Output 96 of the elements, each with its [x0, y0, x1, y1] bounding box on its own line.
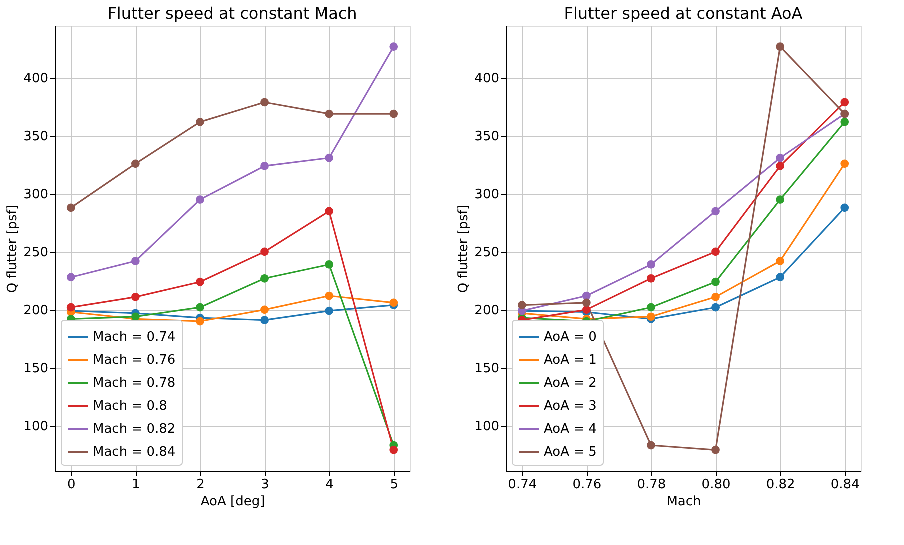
chart-title: Flutter speed at constant AoA — [564, 4, 803, 23]
y-tick-label: 300 — [24, 188, 48, 203]
legend-label: AoA = 1 — [544, 353, 597, 368]
point — [647, 303, 656, 312]
point — [196, 196, 204, 204]
y-tick-label: 200 — [24, 303, 48, 318]
point — [260, 306, 269, 314]
x-tick-label: 0.76 — [572, 478, 602, 492]
point — [390, 298, 398, 308]
point — [325, 260, 334, 269]
point — [712, 446, 720, 454]
x-tick-label: 1 — [132, 478, 140, 492]
point — [132, 257, 140, 266]
point — [712, 278, 720, 286]
legend-label: AoA = 3 — [544, 399, 597, 414]
point — [776, 273, 784, 282]
point — [260, 248, 269, 256]
x-tick-label: 3 — [261, 478, 270, 492]
point — [582, 298, 591, 308]
point — [582, 292, 591, 300]
point — [390, 110, 398, 118]
point — [196, 303, 204, 312]
point — [260, 274, 269, 283]
point — [260, 162, 269, 170]
x-axis-title: Mach — [666, 494, 702, 510]
point — [325, 154, 334, 162]
point — [518, 301, 526, 310]
point — [325, 292, 334, 300]
legend-label: AoA = 5 — [544, 445, 597, 460]
y-tick-label: 400 — [24, 72, 48, 87]
point — [647, 441, 656, 450]
x-tick-label: 0.82 — [766, 478, 796, 492]
point — [390, 446, 398, 454]
legend-label: AoA = 4 — [544, 422, 597, 437]
point — [776, 196, 784, 204]
y-axis-title: Q flutter [psf] — [456, 204, 472, 294]
point — [712, 207, 720, 216]
point — [840, 204, 850, 212]
y-tick-label: 300 — [474, 188, 500, 203]
y-tick-label: 200 — [474, 303, 500, 318]
point — [647, 312, 656, 322]
y-tick-label: 100 — [474, 419, 500, 434]
legend-label: Mach = 0.84 — [93, 445, 176, 460]
point — [132, 160, 140, 168]
y-tick-label: 150 — [24, 361, 48, 376]
legend-label: AoA = 2 — [544, 376, 597, 391]
x-tick-label: 0 — [67, 478, 76, 492]
point — [776, 162, 784, 170]
point — [66, 204, 76, 212]
legend-label: Mach = 0.76 — [93, 353, 176, 368]
legend-label: Mach = 0.82 — [93, 422, 176, 437]
point — [196, 278, 204, 286]
point — [840, 118, 850, 126]
point — [196, 317, 204, 326]
point — [647, 274, 656, 283]
y-tick-label: 350 — [24, 130, 48, 145]
point — [582, 306, 591, 314]
x-tick-label: 4 — [326, 478, 334, 492]
x-tick-label: 0.78 — [637, 478, 666, 492]
y-tick-label: 250 — [24, 245, 48, 260]
x-tick-label: 0.80 — [702, 478, 731, 492]
legend-label: Mach = 0.74 — [93, 330, 176, 345]
x-tick-label: 0.84 — [830, 478, 860, 492]
x-tick-label: 5 — [390, 478, 399, 492]
point — [132, 292, 140, 302]
point — [390, 42, 398, 52]
point — [325, 207, 334, 216]
point — [196, 118, 204, 126]
legend-label: AoA = 0 — [544, 330, 597, 345]
y-tick-label: 350 — [474, 130, 500, 145]
point — [712, 292, 720, 302]
point — [647, 260, 656, 269]
x-tick-label: 2 — [196, 478, 205, 492]
y-axis-title: Q flutter [psf] — [6, 204, 21, 294]
point — [260, 98, 269, 107]
point — [712, 248, 720, 256]
legend-label: Mach = 0.8 — [93, 399, 168, 414]
point — [776, 257, 784, 266]
point — [840, 98, 850, 107]
y-tick-label: 100 — [24, 419, 48, 434]
point — [325, 110, 334, 118]
y-tick-label: 250 — [474, 245, 500, 260]
point — [776, 42, 784, 52]
legend-label: Mach = 0.78 — [93, 376, 176, 391]
point — [66, 303, 76, 312]
chart-title: Flutter speed at constant Mach — [108, 4, 358, 23]
point — [260, 316, 269, 325]
point — [712, 303, 720, 312]
point — [66, 273, 76, 282]
point — [840, 160, 850, 168]
y-tick-label: 150 — [474, 361, 500, 376]
y-tick-label: 400 — [474, 72, 500, 87]
x-axis-title: AoA [deg] — [200, 494, 266, 510]
point — [325, 306, 334, 316]
point — [776, 154, 784, 162]
x-tick-label: 0.74 — [508, 478, 538, 492]
